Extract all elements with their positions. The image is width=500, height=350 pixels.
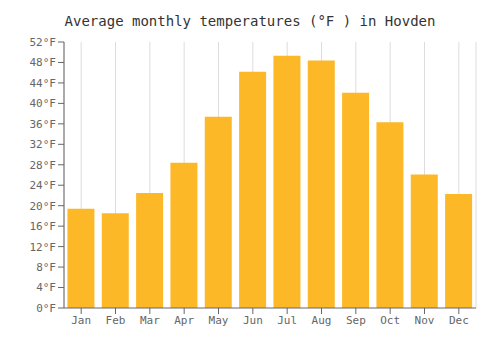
svg-text:Nov: Nov [415, 314, 435, 327]
svg-text:32°F: 32°F [30, 138, 57, 151]
html-text:Average monthly temperatures (: Average monthly temperatures (°F ) in Ho… [64, 13, 436, 29]
svg-text:16°F: 16°F [30, 220, 57, 233]
svg-text:20°F: 20°F [30, 200, 57, 213]
svg-text:Jun: Jun [243, 314, 263, 327]
svg-text:4°F: 4°F [36, 281, 56, 294]
svg-text:Sep: Sep [346, 314, 366, 327]
svg-text:28°F: 28°F [30, 159, 57, 172]
svg-text:Mar: Mar [140, 314, 160, 327]
svg-text:Oct: Oct [380, 314, 400, 327]
svg-text:Aug: Aug [312, 314, 332, 327]
svg-text:8°F: 8°F [36, 261, 56, 274]
svg-text:12°F: 12°F [30, 241, 57, 254]
svg-text:Feb: Feb [106, 314, 126, 327]
svg-text:48°F: 48°F [30, 56, 57, 69]
svg-text:40°F: 40°F [30, 97, 57, 110]
svg-text:Jan: Jan [71, 314, 91, 327]
svg-text:Apr: Apr [174, 314, 194, 327]
svg-text:Dec: Dec [449, 314, 469, 327]
svg-text:36°F: 36°F [30, 118, 57, 131]
svg-text:May: May [209, 314, 229, 327]
svg-text:Jul: Jul [277, 314, 297, 327]
svg-text:24°F: 24°F [30, 179, 57, 192]
svg-text:0°F: 0°F [36, 302, 56, 315]
svg-text:52°F: 52°F [30, 36, 57, 49]
svg-text:44°F: 44°F [30, 77, 57, 90]
